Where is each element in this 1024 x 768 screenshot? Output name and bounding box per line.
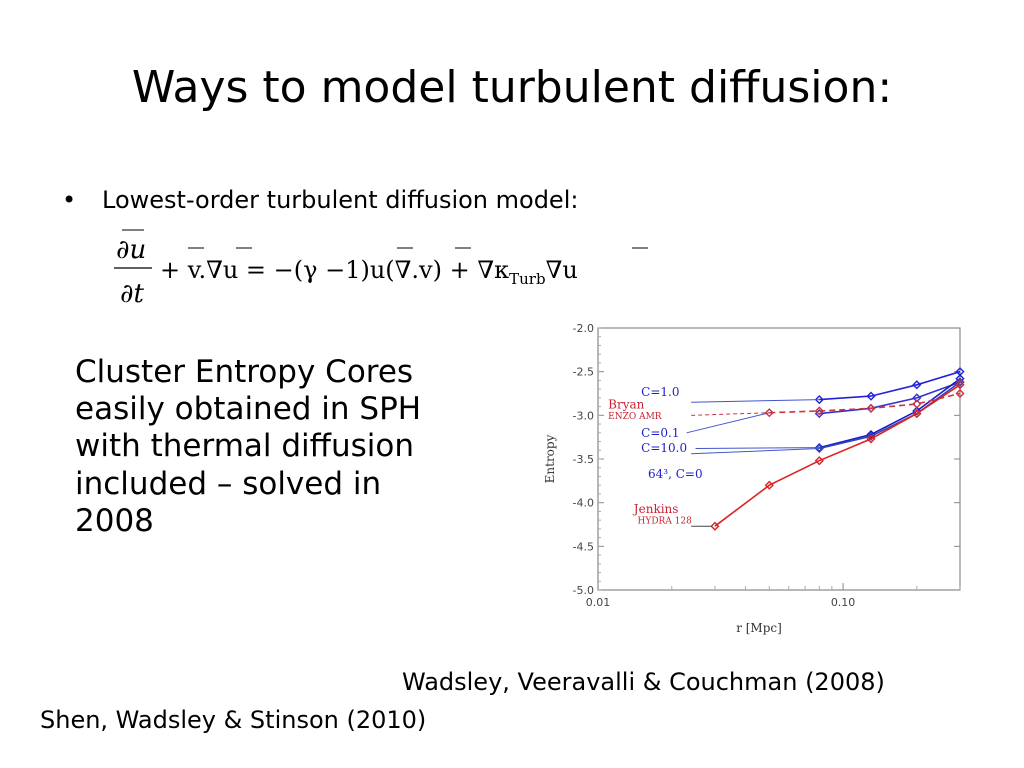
series-line [819,370,961,401]
annotation-label: C=1.0 [641,385,679,399]
annotation-label: 64³, C=0 [648,467,703,481]
y-tick-label: -5.0 [573,584,594,597]
cluster-line: with thermal diffusion [75,428,415,465]
x-tick-label: 0.10 [831,596,856,609]
annotation-label: C=10.0 [641,441,687,455]
kappa-subscript: Turb [509,270,545,288]
x-tick-label: 0.01 [586,596,611,609]
data-point-marker [764,408,774,418]
x-axis-label: r [Mpc] [736,621,782,635]
annotation-label: C=0.1 [641,426,679,440]
annotation-label: ENZO AMR [608,412,662,422]
annotation-label: HYDRA 128 [638,517,693,527]
annotation-connector [691,412,770,416]
plot-frame [597,327,961,591]
annotation-connector [686,412,770,434]
data-point-marker [764,480,774,490]
series-line [819,381,961,450]
series-line [819,378,961,449]
series-line [769,392,961,414]
data-point-marker [814,395,824,405]
data-point-marker [814,456,824,466]
data-point-marker [710,521,720,531]
annotation-connector [695,447,820,450]
data-point-marker [955,380,965,390]
bullet-text: Lowest-order turbulent diffusion model: [102,186,579,214]
slide-title: Ways to model turbulent diffusion: [131,62,893,113]
citation-shen-2010: Shen, Wadsley & Stinson (2010) [40,706,427,734]
y-tick-label: -2.0 [573,322,594,335]
data-point-marker [912,393,922,403]
data-point-marker [912,406,922,416]
equation-end: ∇u [546,256,578,284]
annotation-label: Bryan [608,397,644,411]
series-line [714,384,961,527]
y-tick-label: -4.0 [573,497,594,510]
entropy-chart-svg: -2.0 -2.5 -3.0 -3.5 -4.0 -4.5 -5.00.01 0.10 r [M… [543,322,965,635]
equation-terms: + v.∇u = −(γ −1)u(∇.v) + ∇κ [160,256,509,284]
equation-body: + v.∇u = −(γ −1)u(∇.v) + ∇κTurb∇u [160,256,578,288]
y-tick-label: -2.5 [573,366,594,379]
y-tick-label: -3.5 [573,453,594,466]
data-point-marker [866,431,876,441]
y-axis-label: Entropy [543,434,557,483]
data-point-marker [866,391,876,401]
diffusion-equation: ∂u ∂t + v.∇u = −(γ −1)u(∇.v) + ∇κTurb∇u [112,228,672,316]
bullet-icon: • [62,186,77,214]
cluster-entropy-text: Cluster Entropy Cores easily obtained in… [75,354,495,540]
data-point-marker [955,388,965,399]
bullet-item: • Lowest-order turbulent diffusion model: [62,186,578,215]
cluster-line: 2008 [75,502,154,539]
annotation-label: Jenkins [632,502,679,516]
fraction-denominator: ∂t [120,279,144,309]
data-point-marker [866,434,876,444]
y-tick-label: -4.5 [573,540,594,553]
annotation-connector [691,399,820,403]
data-point-marker [912,380,922,390]
entropy-chart: -2.0 -2.5 -3.0 -3.5 -4.0 -4.5 -5.0 0.01 0.10 r [M… [538,318,968,648]
series-line [819,381,961,415]
data-point-marker [814,406,824,416]
citation-wadsley-2008: Wadsley, Veeravalli & Couchman (2008) [402,668,885,696]
cluster-line: included – solved in [75,465,382,502]
cluster-line: Cluster Entropy Cores [75,354,414,390]
data-point-marker [912,408,922,419]
cluster-line: easily obtained in SPH [75,391,422,428]
data-point-marker [866,403,876,413]
y-tick-label: -3.0 [573,409,594,422]
equation-graphic: ∂u ∂t + v.∇u = −(γ −1)u(∇.v) + ∇κTurb∇u [114,229,648,309]
annotation-connector [691,448,820,455]
data-point-marker [912,399,922,409]
fraction-numerator: ∂u [116,235,146,265]
